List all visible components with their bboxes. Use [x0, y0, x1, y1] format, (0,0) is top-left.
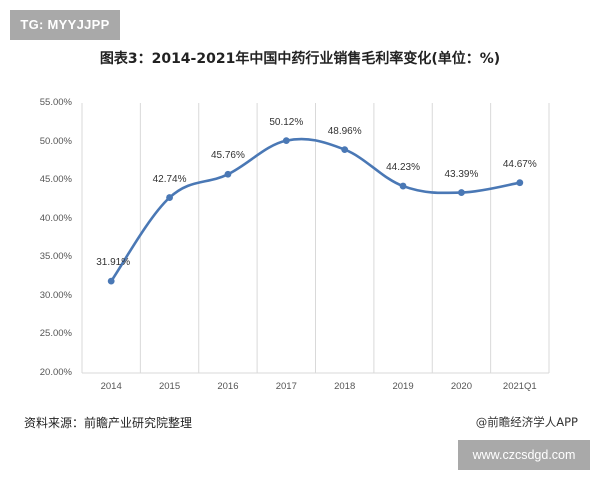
data-label: 42.74%	[152, 173, 187, 185]
y-tick-label: 35.00%	[39, 251, 72, 262]
data-label: 43.39%	[444, 168, 479, 180]
y-tick-label: 30.00%	[39, 290, 72, 301]
x-tick-label: 2014	[100, 381, 122, 392]
y-tick-label: 20.00%	[39, 367, 72, 378]
x-tick-label: 2020	[450, 381, 472, 392]
x-tick-label: 2016	[217, 381, 239, 392]
x-tick-label: 2019	[392, 381, 414, 392]
data-label: 31.91%	[96, 257, 131, 269]
watermark-badge-top: TG: MYYJJPP	[10, 10, 120, 40]
data-label: 48.96%	[327, 125, 362, 137]
data-label: 44.67%	[502, 158, 537, 170]
series-markers	[107, 137, 524, 285]
x-tick-label: 2017	[275, 381, 297, 392]
x-tick-label: 2018	[334, 381, 356, 392]
x-tick-label: 2015	[158, 381, 181, 392]
y-tick-label: 25.00%	[39, 328, 72, 339]
credit-note: @前瞻经济学人APP	[475, 415, 578, 429]
y-tick-label: 45.00%	[39, 174, 72, 185]
watermark-badge-bottom: www.czcsdgd.com	[458, 440, 590, 470]
chart-title: 图表3：2014-2021年中国中药行业销售毛利率变化(单位：%)	[99, 51, 501, 67]
data-label: 45.76%	[210, 150, 245, 162]
source-note: 资料来源：前瞻产业研究院整理	[24, 416, 193, 430]
y-tick-label: 50.00%	[39, 136, 72, 147]
data-label: 44.23%	[386, 162, 421, 174]
y-tick-label: 40.00%	[39, 213, 72, 224]
gridlines	[81, 103, 550, 374]
data-label: 50.12%	[269, 116, 304, 128]
x-tick-label: 2021Q1	[502, 381, 537, 392]
y-tick-label: 55.00%	[39, 97, 72, 108]
